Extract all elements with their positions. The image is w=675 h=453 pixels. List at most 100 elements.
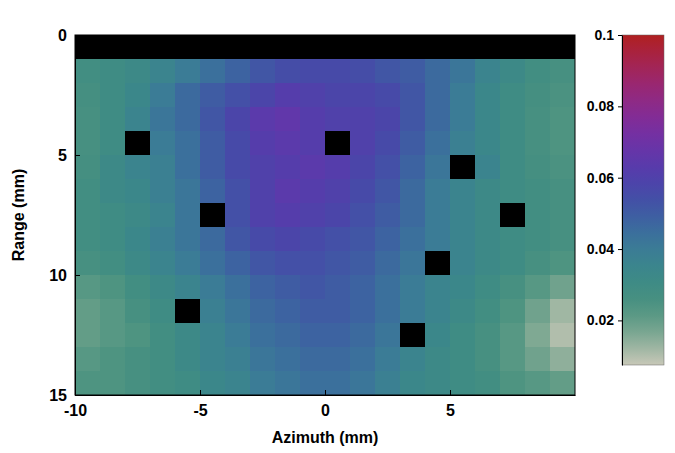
- heatmap-cell: [300, 347, 326, 372]
- heatmap-cell: [400, 323, 426, 348]
- heatmap-cell: [500, 179, 526, 204]
- tick-label: 0.08: [587, 98, 614, 114]
- heatmap-cell: [400, 371, 426, 395]
- heatmap-cell: [275, 275, 301, 300]
- heatmap-cell: [525, 227, 551, 252]
- heatmap-cell: [425, 203, 451, 228]
- tick-mark: [75, 155, 80, 156]
- heatmap-cell: [325, 371, 351, 395]
- heatmap-cell: [75, 35, 101, 60]
- heatmap-cell: [75, 131, 101, 156]
- heatmap-cell: [375, 251, 401, 276]
- heatmap-cell: [75, 299, 101, 324]
- heatmap-cell: [100, 155, 126, 180]
- heatmap-cell: [150, 59, 176, 84]
- heatmap-cell: [500, 35, 526, 60]
- heatmap-cell: [475, 347, 501, 372]
- heatmap-cell: [350, 155, 376, 180]
- heatmap-cell: [425, 275, 451, 300]
- heatmap-cell: [400, 131, 426, 156]
- heatmap-cell: [450, 131, 476, 156]
- heatmap-cell: [475, 179, 501, 204]
- heatmap-cell: [400, 59, 426, 84]
- heatmap-cell: [75, 59, 101, 84]
- heatmap-cell: [75, 203, 101, 228]
- heatmap-cell: [325, 275, 351, 300]
- heatmap-cell: [400, 251, 426, 276]
- heatmap-cell: [125, 179, 151, 204]
- tick-label: 5: [446, 402, 455, 419]
- heatmap-cell: [350, 131, 376, 156]
- heatmap-cell: [400, 179, 426, 204]
- heatmap-cell: [400, 155, 426, 180]
- heatmap-cell: [200, 323, 226, 348]
- heatmap-cell: [150, 203, 176, 228]
- heatmap-cell: [175, 275, 201, 300]
- heatmap-cell: [275, 131, 301, 156]
- heatmap-cell: [500, 107, 526, 132]
- heatmap-cell: [400, 83, 426, 108]
- heatmap-cell: [150, 275, 176, 300]
- heatmap-cell: [100, 275, 126, 300]
- heatmap-cell: [100, 59, 126, 84]
- tick: 0.04: [587, 241, 622, 257]
- heatmap-cell: [250, 131, 276, 156]
- heatmap-cell: [525, 251, 551, 276]
- heatmap-cell: [350, 251, 376, 276]
- heatmap-cell: [175, 107, 201, 132]
- heatmap-cell: [375, 323, 401, 348]
- heatmap-cell: [475, 227, 501, 252]
- heatmap-cell: [500, 155, 526, 180]
- heatmap-cell: [225, 179, 251, 204]
- heatmap-cell: [525, 179, 551, 204]
- heatmap-cell: [150, 347, 176, 372]
- heatmap-cell: [250, 203, 276, 228]
- tick-mark: [618, 249, 622, 250]
- heatmap-cell: [525, 131, 551, 156]
- heatmap-cell: [550, 299, 575, 324]
- heatmap-cell: [375, 203, 401, 228]
- heatmap-cell: [525, 323, 551, 348]
- color-bar-axis: 0.020.040.060.080.1: [587, 27, 623, 366]
- heatmap-cell: [475, 35, 501, 60]
- tick: 0.1: [595, 27, 622, 43]
- heatmap-cell: [350, 83, 376, 108]
- heatmap-cell: [425, 179, 451, 204]
- heatmap-cell: [475, 323, 501, 348]
- heatmap-cell: [450, 275, 476, 300]
- heatmap-cell: [250, 371, 276, 395]
- heatmap-cell: [450, 227, 476, 252]
- heatmap-cell: [300, 179, 326, 204]
- tick-label: 5: [58, 147, 67, 164]
- heatmap-cell: [350, 347, 376, 372]
- heatmap-cell: [475, 59, 501, 84]
- heatmap-cell: [100, 203, 126, 228]
- color-bar: [622, 35, 664, 365]
- heatmap-cell: [425, 155, 451, 180]
- heatmap-cell: [350, 371, 376, 395]
- tick-mark: [75, 395, 80, 396]
- heatmap-cell: [175, 155, 201, 180]
- tick-mark: [450, 390, 451, 395]
- heatmap-cell: [275, 371, 301, 395]
- heatmap-cell: [300, 371, 326, 395]
- axis-line: [75, 36, 76, 396]
- heatmap-cell: [375, 227, 401, 252]
- heatmap-cell: [475, 275, 501, 300]
- heatmap-cell: [350, 227, 376, 252]
- heatmap-cell: [75, 155, 101, 180]
- heatmap-cell: [275, 83, 301, 108]
- heatmap-cell: [500, 203, 526, 228]
- heatmap-cell: [275, 203, 301, 228]
- heatmap-cell: [425, 227, 451, 252]
- heatmap-cell: [525, 107, 551, 132]
- heatmap-cell: [375, 131, 401, 156]
- heatmap-cell: [550, 83, 575, 108]
- heatmap-cell: [325, 323, 351, 348]
- tick-label: -5: [193, 402, 207, 419]
- x-axis: -10-505: [64, 390, 576, 419]
- heatmap-cell: [325, 59, 351, 84]
- heatmap-cell: [550, 179, 575, 204]
- heatmap-cell: [500, 347, 526, 372]
- heatmap-cell: [425, 299, 451, 324]
